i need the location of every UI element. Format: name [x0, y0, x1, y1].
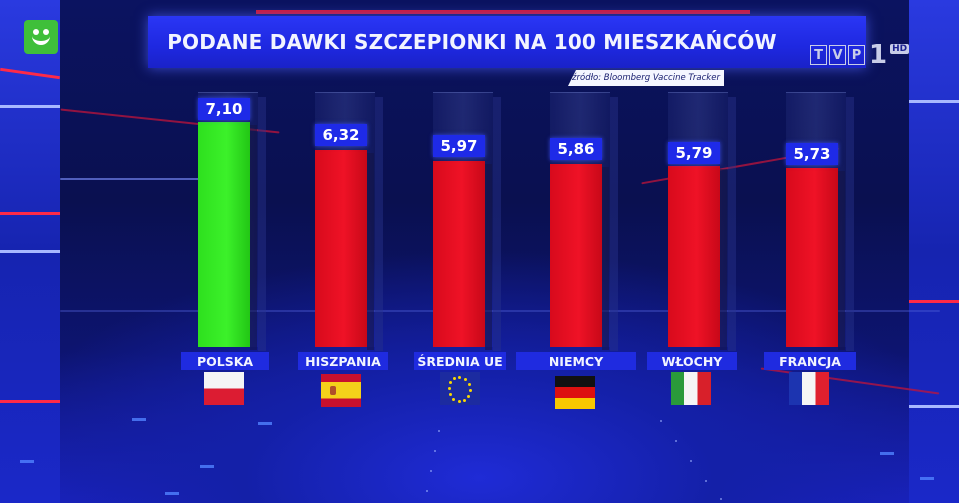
left-side-panel — [0, 0, 60, 503]
category-label: FRANCJA — [764, 352, 856, 370]
right-side-panel — [909, 0, 959, 503]
bar-fill — [198, 122, 257, 350]
value-badge: 5,86 — [550, 138, 602, 160]
category-label: HISZPANIA — [298, 352, 388, 370]
decor-line — [0, 212, 60, 215]
bar-francja: 5,73 — [786, 92, 866, 351]
bar-fill — [786, 168, 845, 350]
floor-dot — [430, 470, 432, 472]
title-accent-line — [256, 10, 750, 14]
decor-streak — [60, 310, 940, 312]
bar-fill — [433, 161, 492, 350]
value-badge: 5,73 — [786, 143, 838, 165]
italy-flag-icon — [671, 372, 711, 405]
source-label: źródło: Bloomberg Vaccine Tracker — [568, 70, 724, 86]
smiley-face-icon — [24, 20, 58, 54]
bar-fill — [550, 164, 609, 350]
floor-marker — [200, 465, 214, 468]
bar-fill — [668, 166, 727, 350]
floor-dot — [675, 440, 677, 442]
floor-marker — [20, 460, 34, 463]
decor-line — [0, 250, 60, 253]
poland-flag-icon — [204, 372, 244, 405]
spain-flag-icon — [321, 374, 361, 407]
floor-marker — [258, 422, 272, 425]
bar-srednia-ue: 5,97 — [433, 92, 513, 351]
floor-dot — [660, 420, 662, 422]
floor-marker — [132, 418, 146, 421]
germany-flag-icon — [555, 376, 595, 409]
logo-letter: T — [810, 45, 827, 65]
floor-marker — [880, 452, 894, 455]
floor-marker — [920, 477, 934, 480]
decor-line — [0, 67, 60, 80]
bar-wlochy: 5,79 — [668, 92, 748, 351]
floor-dot — [438, 430, 440, 432]
title-banner: PODANE DAWKI SZCZEPIONKI NA 100 MIESZKAŃ… — [148, 16, 866, 68]
bar-polska: 7,10 — [198, 92, 278, 351]
decor-line — [0, 105, 60, 108]
value-badge: 7,10 — [198, 98, 250, 120]
logo-number: 1 — [869, 40, 888, 70]
decor-line — [909, 300, 959, 303]
floor-marker — [165, 492, 179, 495]
decor-line — [909, 100, 959, 103]
floor-dot — [690, 460, 692, 462]
logo-letter: V — [829, 45, 846, 65]
decor-line — [909, 405, 959, 408]
tvp1-hd-logo: T V P 1 HD — [810, 40, 910, 70]
bar-fill — [315, 150, 374, 350]
category-label: NIEMCY — [516, 352, 636, 370]
logo-letter: P — [848, 45, 865, 65]
value-badge: 6,32 — [315, 124, 367, 146]
eu-flag-icon — [440, 372, 480, 405]
category-label: ŚREDNIA UE — [414, 352, 506, 370]
hd-badge: HD — [890, 44, 910, 54]
floor-dot — [426, 490, 428, 492]
value-badge: 5,97 — [433, 135, 485, 157]
floor-dot — [434, 450, 436, 452]
floor-dot — [705, 480, 707, 482]
value-badge: 5,79 — [668, 142, 720, 164]
bar-hiszpania: 6,32 — [315, 92, 395, 351]
category-label: POLSKA — [181, 352, 269, 370]
floor-dot — [720, 498, 722, 500]
chart-title: PODANE DAWKI SZCZEPIONKI NA 100 MIESZKAŃ… — [167, 30, 777, 54]
category-label: WŁOCHY — [647, 352, 737, 370]
france-flag-icon — [789, 372, 829, 405]
decor-streak — [60, 178, 200, 180]
bar-niemcy: 5,86 — [550, 92, 630, 351]
decor-line — [0, 400, 60, 403]
